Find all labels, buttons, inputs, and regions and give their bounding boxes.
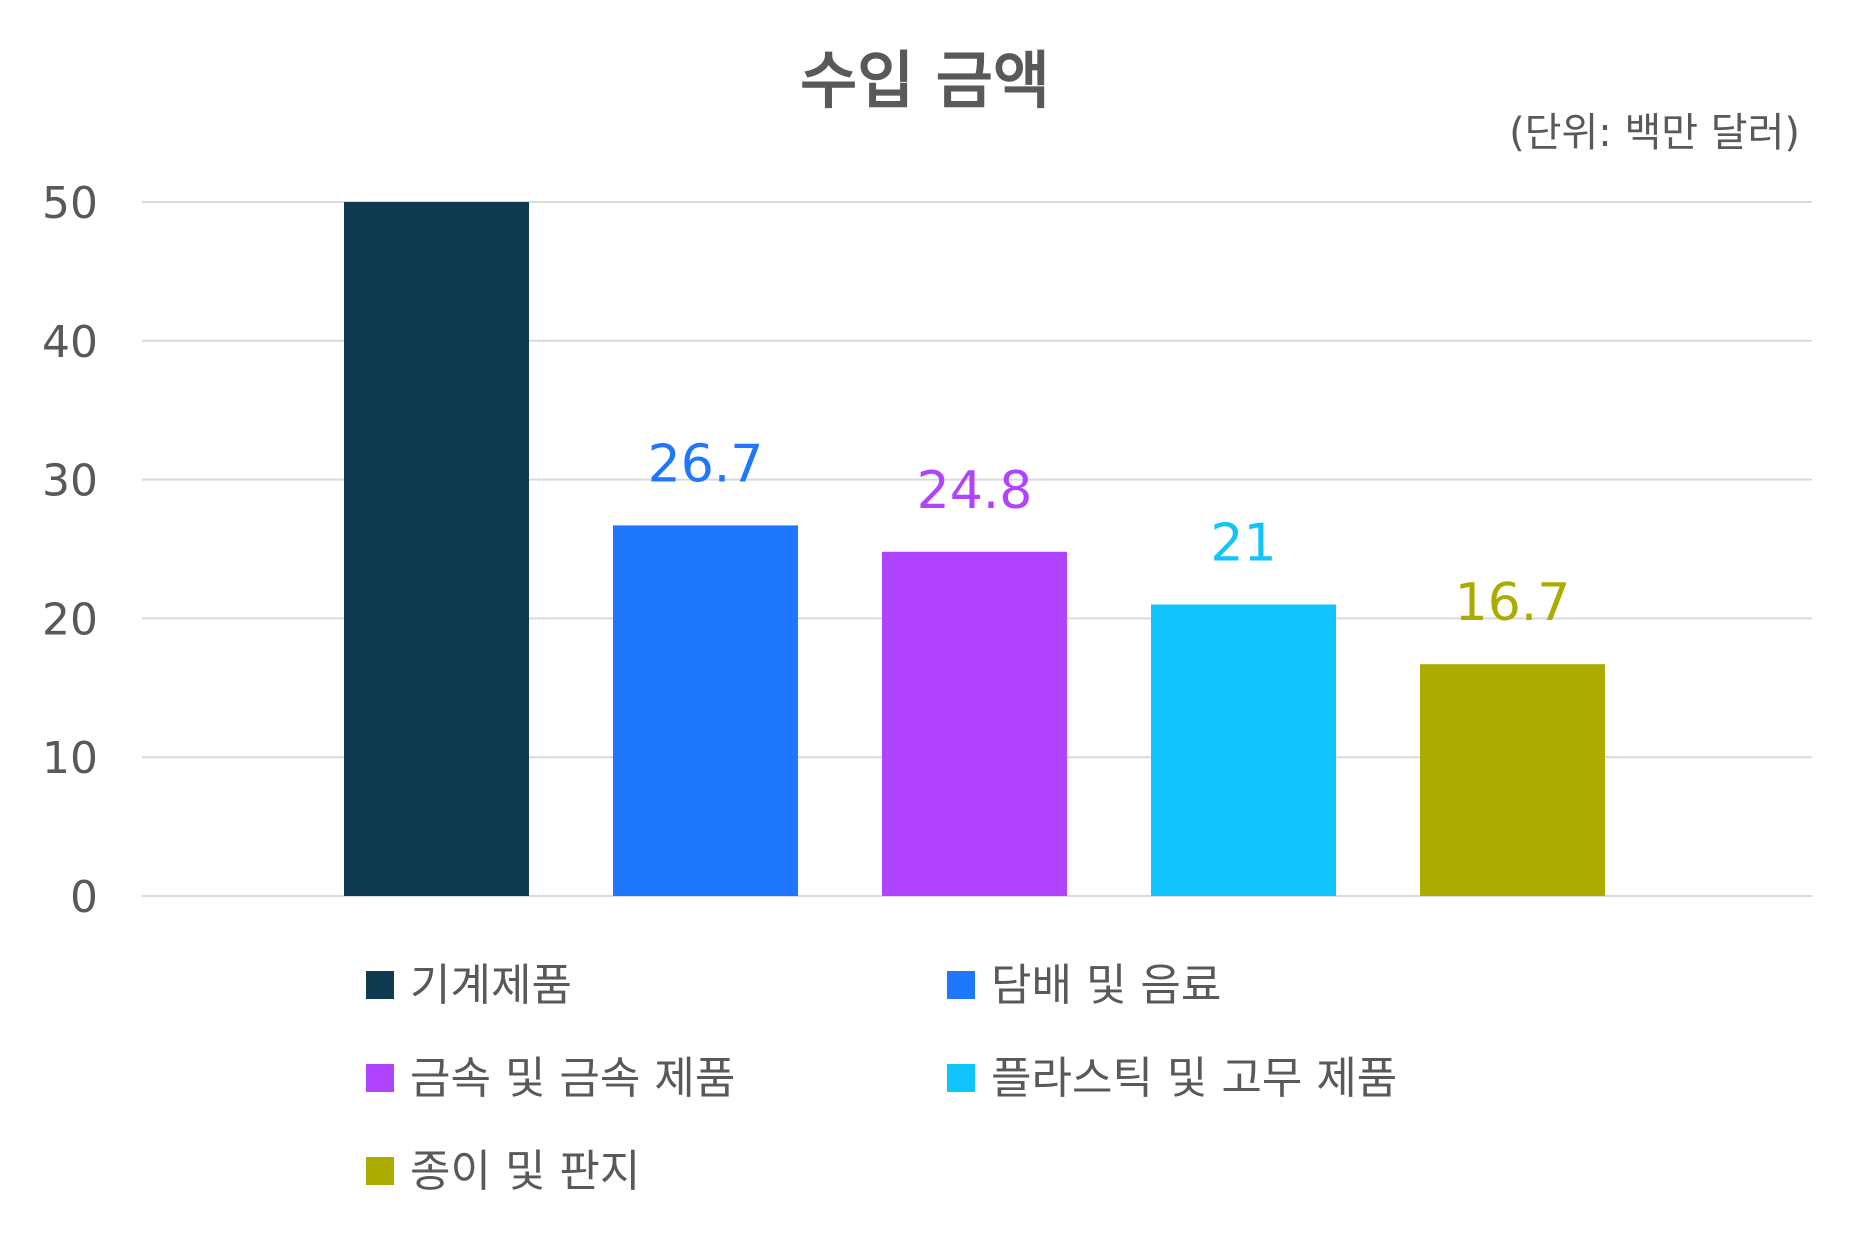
y-axis: 0 10 20 30 40 50 — [42, 178, 98, 923]
y-tick-label: 30 — [42, 456, 98, 507]
legend-label: 담배 및 음료 — [991, 960, 1221, 1011]
y-tick-label: 0 — [70, 872, 98, 923]
y-tick-label: 50 — [42, 178, 98, 229]
legend-item: 금속 및 금속 제품 — [366, 1053, 735, 1104]
y-tick-label: 10 — [42, 733, 98, 784]
bar — [1151, 604, 1336, 896]
legend-label: 플라스틱 및 고무 제품 — [991, 1053, 1397, 1104]
legend-label: 기계제품 — [410, 960, 572, 1011]
data-label: 26.7 — [648, 434, 764, 494]
unit-label: (단위: 백만 달러) — [1509, 110, 1800, 156]
legend-swatch — [947, 971, 975, 999]
legend-item: 종이 및 판지 — [366, 1146, 640, 1197]
data-label: 24.8 — [917, 461, 1033, 521]
legend-label: 금속 및 금속 제품 — [410, 1053, 735, 1104]
bar — [344, 202, 529, 896]
data-label: 16.7 — [1455, 573, 1571, 633]
data-label: 21 — [1210, 514, 1276, 574]
bar — [613, 525, 798, 896]
legend-swatch — [947, 1064, 975, 1092]
y-tick-label: 40 — [42, 317, 98, 368]
legend-swatch — [366, 1157, 394, 1185]
legend-item: 담배 및 음료 — [947, 960, 1221, 1011]
bar — [882, 551, 1067, 896]
legend-label: 종이 및 판지 — [410, 1146, 640, 1197]
bar — [1420, 664, 1605, 896]
legend-swatch — [366, 971, 394, 999]
legend-swatch — [366, 1064, 394, 1092]
y-tick-label: 20 — [42, 594, 98, 645]
data-labels: 26.7 24.8 21 16.7 — [648, 434, 1571, 633]
legend-item: 플라스틱 및 고무 제품 — [947, 1053, 1397, 1104]
bar-series — [344, 202, 1605, 896]
legend-item: 기계제품 — [366, 960, 572, 1011]
chart-title: 수입 금액 — [800, 44, 1050, 117]
